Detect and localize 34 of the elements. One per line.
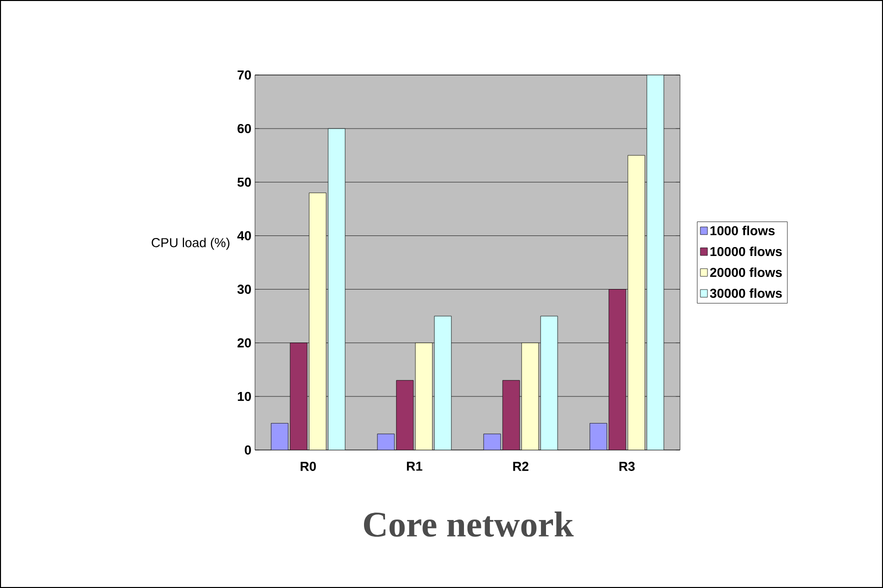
bar <box>540 316 558 450</box>
y-tick-label: 40 <box>237 231 251 240</box>
x-tick-label: R0 <box>300 462 316 471</box>
legend-label: 20000 flows <box>710 267 782 277</box>
x-tick-label: R1 <box>406 462 422 471</box>
x-tick-label: R2 <box>513 462 528 471</box>
y-tick-label: 30 <box>237 284 251 294</box>
legend-label: 1000 flows <box>710 226 775 236</box>
bar <box>328 128 346 450</box>
y-tick-label: 20 <box>238 338 251 348</box>
bar <box>590 423 608 450</box>
bar <box>608 289 626 450</box>
bar <box>502 380 520 450</box>
bar <box>415 342 433 450</box>
bar <box>396 380 414 450</box>
bar <box>308 192 326 450</box>
bar <box>377 434 395 450</box>
legend-label: 10000 flows <box>710 246 782 256</box>
legend-label: 30000 flows <box>710 288 782 298</box>
x-tick-label: R3 <box>619 462 635 471</box>
text: Core network <box>364 512 574 537</box>
y-tick-label: 10 <box>238 392 251 402</box>
y-axis-title: CPU load (%) <box>152 238 230 250</box>
bar <box>646 74 664 450</box>
y-tick-label: 50 <box>237 178 251 187</box>
bar <box>434 316 452 450</box>
y-tick-label: 60 <box>238 124 251 134</box>
bar <box>270 423 288 450</box>
bar <box>628 155 646 450</box>
bar <box>290 342 308 450</box>
y-tick-label: 70 <box>238 70 251 80</box>
bar <box>483 434 501 450</box>
bar <box>521 342 539 450</box>
y-tick-label: 0 <box>244 445 251 455</box>
